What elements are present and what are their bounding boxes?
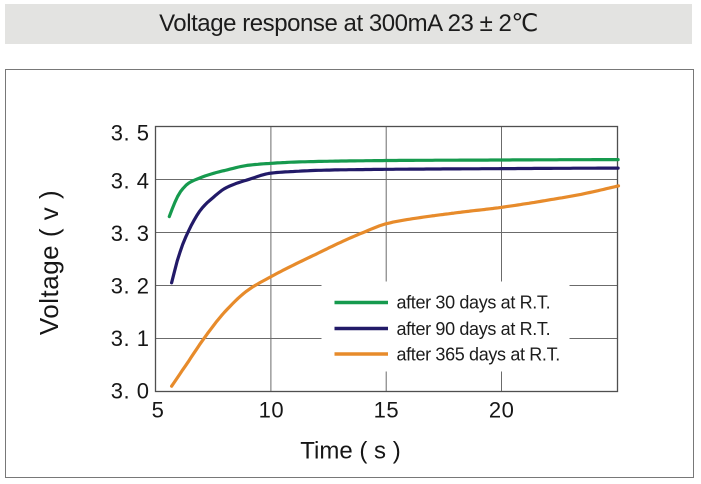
svg-text:20: 20 bbox=[489, 398, 514, 423]
svg-text:after 30 days at R.T.: after 30 days at R.T. bbox=[397, 293, 551, 313]
svg-text:Voltage ( v ): Voltage ( v ) bbox=[34, 190, 64, 335]
svg-text:3. 0: 3. 0 bbox=[111, 379, 150, 404]
svg-text:5: 5 bbox=[152, 398, 165, 423]
svg-text:3. 5: 3. 5 bbox=[111, 121, 150, 146]
svg-text:after 365 days at R.T.: after 365 days at R.T. bbox=[397, 344, 560, 364]
svg-text:3. 3: 3. 3 bbox=[111, 221, 150, 246]
svg-text:10: 10 bbox=[259, 398, 284, 423]
svg-text:15: 15 bbox=[374, 398, 399, 423]
svg-text:3. 4: 3. 4 bbox=[111, 169, 150, 194]
svg-text:3. 1: 3. 1 bbox=[111, 326, 150, 351]
svg-text:3. 2: 3. 2 bbox=[111, 274, 150, 299]
svg-text:after 90 days at R.T.: after 90 days at R.T. bbox=[397, 319, 551, 339]
svg-text:Time ( s ): Time ( s ) bbox=[300, 438, 400, 465]
